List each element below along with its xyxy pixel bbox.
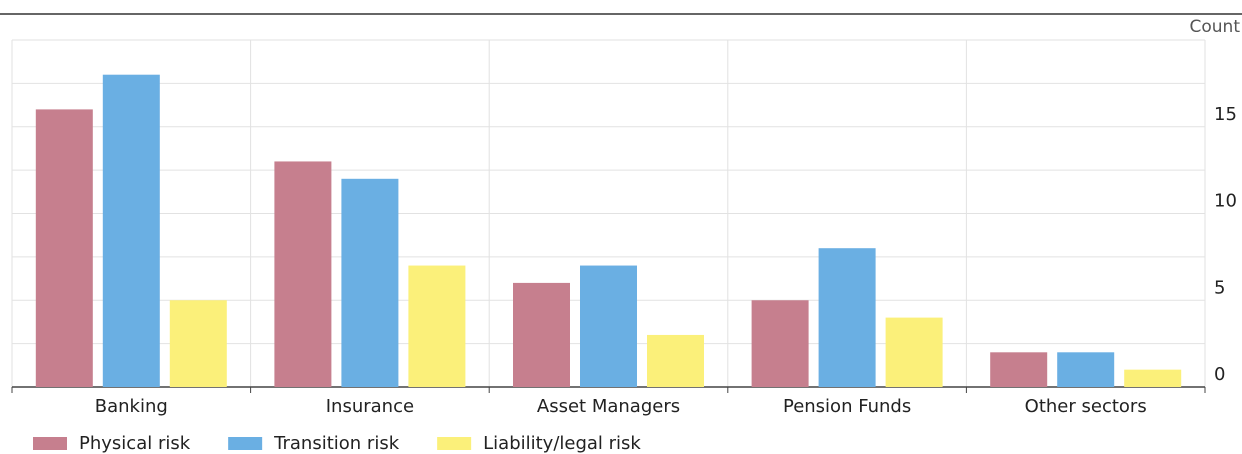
x-tick-label: Other sectors — [1025, 396, 1147, 417]
x-tick-label: Pension Funds — [783, 396, 911, 417]
legend-swatch — [437, 437, 472, 450]
y-tick-label: 5 — [1214, 277, 1225, 298]
bar — [274, 161, 332, 387]
y-tick-label: 0 — [1214, 364, 1225, 385]
y-tick-label: 10 — [1214, 191, 1237, 212]
bar — [751, 300, 809, 387]
bar — [513, 282, 570, 387]
y-tick-label: 15 — [1214, 104, 1237, 125]
bar — [885, 317, 943, 387]
bar — [647, 334, 704, 387]
legend-label: Transition risk — [273, 433, 400, 454]
legend-label: Liability/legal risk — [483, 433, 641, 454]
bar — [35, 109, 93, 388]
legend-swatch — [33, 437, 67, 450]
y-axis-label: Count — [1190, 17, 1241, 37]
bar — [408, 265, 466, 387]
x-tick-label: Asset Managers — [537, 396, 680, 417]
bar — [818, 248, 876, 387]
bar — [341, 178, 399, 387]
bar — [169, 300, 227, 387]
bar — [990, 352, 1048, 387]
legend-label: Physical risk — [79, 433, 191, 454]
bar — [580, 265, 637, 387]
x-tick-label: Banking — [95, 396, 168, 417]
legend-swatch — [228, 437, 263, 450]
bar — [1057, 352, 1115, 387]
bar — [102, 74, 160, 387]
bar — [1124, 369, 1182, 387]
x-tick-label: Insurance — [326, 396, 414, 417]
